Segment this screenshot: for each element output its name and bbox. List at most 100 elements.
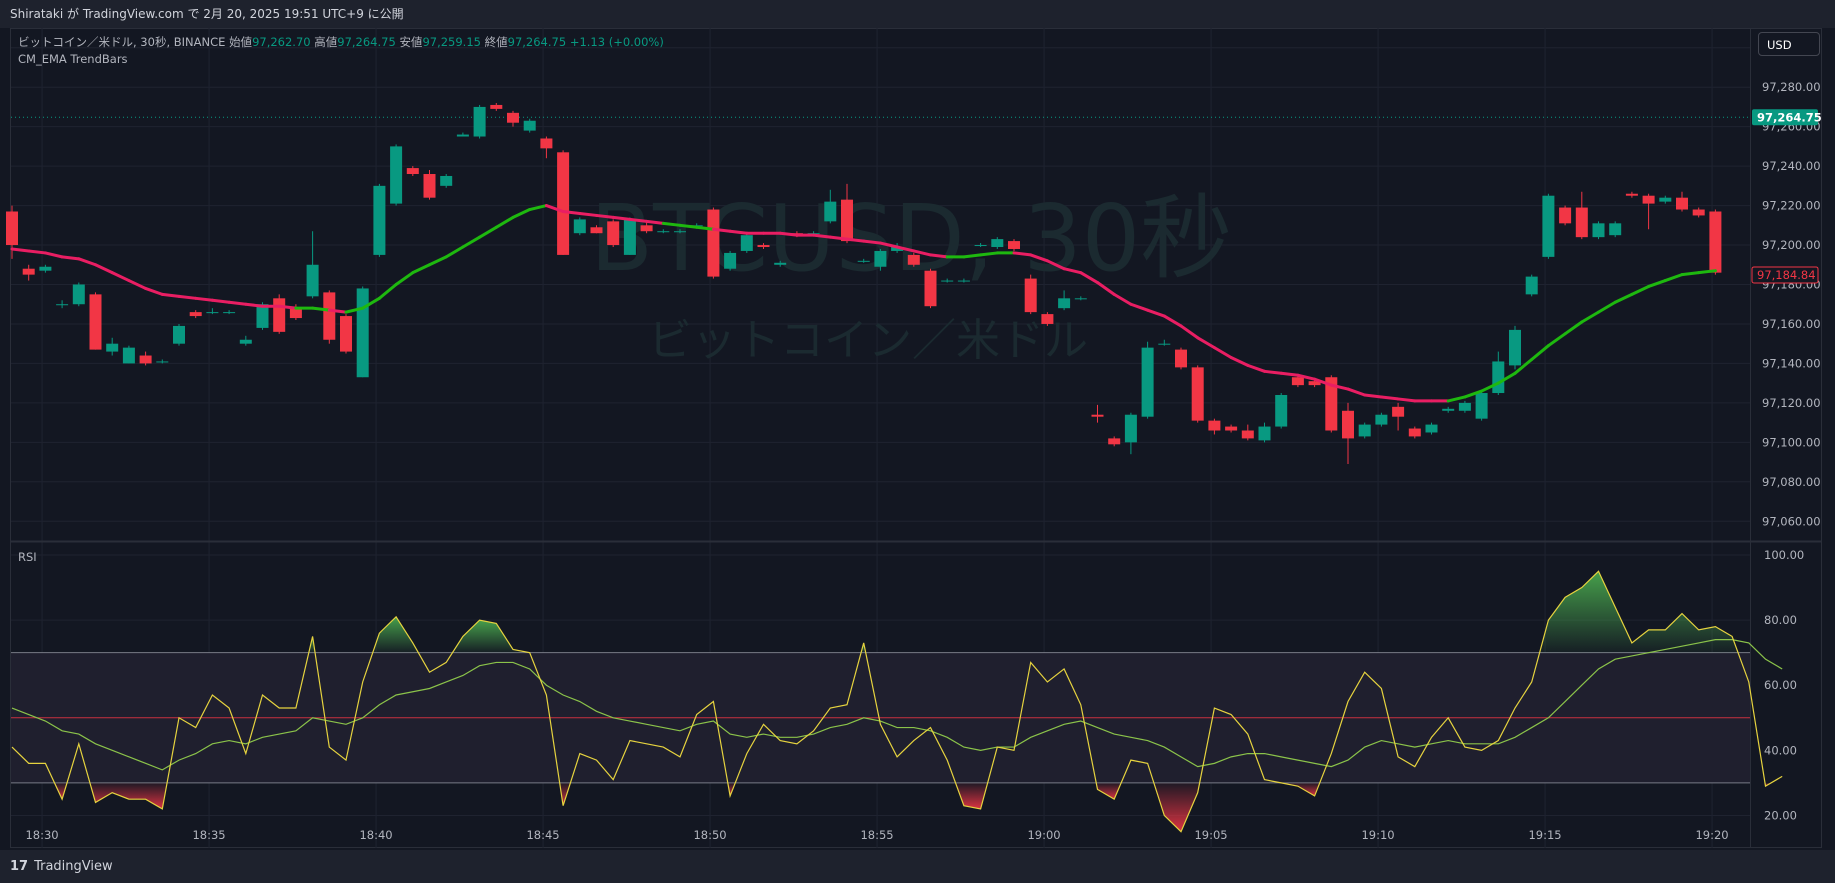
candle-body bbox=[456, 134, 469, 137]
ema-segment bbox=[828, 235, 849, 241]
time-tick-label: 18:50 bbox=[693, 828, 726, 842]
candle-body bbox=[1509, 329, 1521, 366]
ema-segment bbox=[711, 227, 732, 233]
watermark-ticker: BTCUSD, 30秒 bbox=[590, 185, 1232, 292]
candle-body bbox=[724, 252, 737, 269]
candle-body bbox=[1058, 298, 1071, 309]
price-tick-label: 97,140.00 bbox=[1762, 356, 1821, 370]
candle-body bbox=[206, 312, 219, 314]
ema-price-badge bbox=[1751, 266, 1819, 284]
candle-body bbox=[156, 361, 169, 363]
ema-segment bbox=[544, 204, 565, 213]
ema-segment bbox=[227, 300, 248, 306]
ema-segment bbox=[628, 217, 649, 223]
candle-body bbox=[523, 120, 536, 131]
last-price-label: 97,264.75 bbox=[1757, 110, 1822, 124]
candle-body bbox=[256, 304, 269, 328]
ema-segment bbox=[845, 237, 866, 243]
candle-body bbox=[1425, 424, 1438, 433]
candle-body bbox=[757, 245, 770, 248]
candle-body bbox=[1074, 298, 1087, 300]
ema-segment bbox=[94, 263, 114, 275]
ema-segment bbox=[1229, 356, 1250, 367]
candle-body bbox=[1108, 438, 1121, 445]
ema-segment bbox=[1196, 336, 1216, 350]
ema-segment bbox=[1396, 397, 1417, 403]
legend-open: 97,262.70 bbox=[252, 35, 311, 49]
footer-brand[interactable]: TradingView bbox=[34, 859, 113, 874]
ema-segment bbox=[1697, 269, 1717, 275]
price-tick-label: 97,200.00 bbox=[1762, 238, 1821, 252]
rsi-tick-label: 80.00 bbox=[1764, 613, 1797, 627]
ema-segment bbox=[1246, 363, 1266, 373]
ema-segment bbox=[1513, 357, 1534, 375]
footer: 17 TradingView bbox=[0, 850, 1835, 883]
ema-segment bbox=[177, 294, 198, 300]
candle-body bbox=[356, 288, 369, 378]
price-tick-label: 97,120.00 bbox=[1762, 396, 1821, 410]
candle-body bbox=[674, 231, 686, 233]
candle-body bbox=[907, 254, 920, 265]
legend-symbol: ビットコイン／米ドル, 30秒, BINANCE bbox=[18, 35, 226, 49]
ema-segment bbox=[1045, 259, 1066, 271]
candle-body bbox=[1191, 367, 1204, 421]
candle-body bbox=[1458, 402, 1471, 411]
ema-segment bbox=[1029, 253, 1049, 263]
candle-body bbox=[573, 219, 586, 234]
candle-body bbox=[824, 201, 837, 222]
ema-segment bbox=[478, 225, 498, 239]
ema-segment bbox=[194, 296, 214, 302]
currency-button[interactable]: USD bbox=[1758, 32, 1820, 56]
candle-body bbox=[1592, 223, 1605, 238]
ema-segment bbox=[1346, 387, 1367, 397]
candle-body bbox=[189, 312, 202, 317]
candle-body bbox=[1008, 241, 1020, 249]
candle-body bbox=[89, 294, 102, 350]
candles-group bbox=[6, 102, 1722, 465]
candle-body bbox=[173, 325, 185, 344]
ema-segment bbox=[394, 271, 415, 286]
ema-segment bbox=[110, 271, 131, 283]
watermark-name: ビットコイン／米ドル bbox=[648, 315, 1088, 366]
candle-body bbox=[1609, 223, 1622, 236]
tradingview-logo-icon[interactable]: 17 bbox=[10, 859, 29, 874]
ema-segment bbox=[1296, 373, 1317, 381]
rsi-oversold-fill bbox=[89, 782, 168, 809]
rsi-tick-label: 20.00 bbox=[1764, 808, 1797, 822]
candle-body bbox=[1208, 420, 1221, 431]
candle-body bbox=[924, 270, 937, 307]
candle-body bbox=[857, 260, 870, 262]
ema-segment bbox=[1012, 251, 1033, 257]
indicator-legend[interactable]: CM_EMA TrendBars bbox=[18, 52, 128, 66]
candle-body bbox=[1258, 426, 1271, 441]
candle-body bbox=[1392, 406, 1405, 417]
candle-body bbox=[1041, 314, 1054, 324]
candle-body bbox=[1225, 426, 1238, 431]
candle-body bbox=[841, 199, 853, 242]
ema-segment bbox=[812, 233, 832, 239]
candle-body bbox=[874, 250, 887, 267]
candle-body bbox=[1342, 410, 1354, 439]
rsi-pane-title[interactable]: RSI bbox=[18, 550, 37, 564]
ema-segment bbox=[1663, 273, 1684, 283]
candle-body bbox=[122, 347, 135, 364]
ema-segment bbox=[444, 245, 465, 259]
ema-segment bbox=[411, 263, 431, 275]
rsi-overbought-fill bbox=[372, 616, 419, 653]
ema-segment bbox=[1463, 389, 1484, 399]
rsi-line bbox=[11, 570, 1783, 833]
ema-segment bbox=[27, 249, 47, 255]
ema-segment bbox=[1279, 371, 1300, 377]
rsi-oversold-fill bbox=[1281, 782, 1320, 796]
ema-segment bbox=[678, 223, 699, 229]
candle-body bbox=[6, 211, 18, 246]
candle-body bbox=[607, 221, 620, 246]
ema-segment bbox=[1062, 267, 1083, 275]
legend-open-label: 始値 bbox=[229, 35, 253, 49]
ema-segment bbox=[979, 251, 999, 257]
candle-body bbox=[774, 262, 787, 265]
ema-segment bbox=[929, 253, 949, 259]
legend-low: 97,259.15 bbox=[422, 35, 481, 49]
candle-body bbox=[440, 175, 453, 186]
